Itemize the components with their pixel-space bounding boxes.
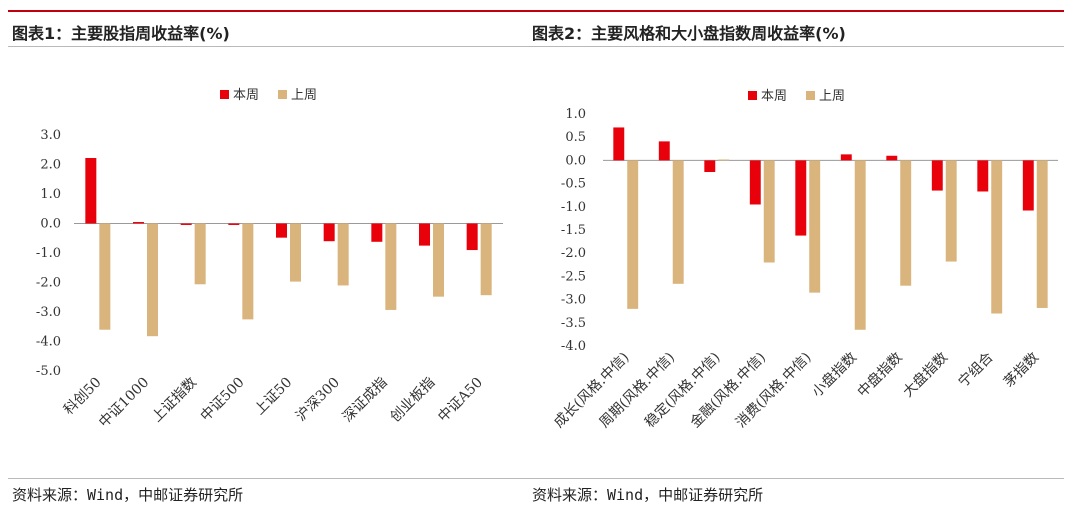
chart-panel-right: 图表2：主要风格和大小盘指数周收益率(%) 本周 上周 1.0 0.5 0.0 -0.5 -… <box>528 0 1064 512</box>
bar-this-week <box>228 223 240 225</box>
bar-this-week <box>371 223 383 242</box>
bar-last-week <box>385 223 397 310</box>
bar-this-week <box>1022 160 1034 211</box>
bar-last-week <box>433 223 444 297</box>
y-tick-label: -3.0 <box>36 305 61 320</box>
bar-chart-style-indices: 本周 上周 1.0 0.5 0.0 -0.5 -1.0 -1.5 -2.0 -2.5 -3.0 -3.… <box>551 89 1058 432</box>
x-tick-label: 科创50 <box>61 375 105 419</box>
x-tick-label: 中证500 <box>198 375 248 425</box>
bar-this-week <box>613 127 625 161</box>
bar-this-week <box>133 222 144 224</box>
bar-last-week <box>991 160 1003 314</box>
bar-this-week <box>419 223 430 246</box>
y-tick-label: -2.0 <box>561 246 586 261</box>
y-tick-label: -4.0 <box>561 339 586 354</box>
bar-last-week <box>337 223 349 286</box>
bar-last-week <box>147 223 158 337</box>
y-tick-label: -1.5 <box>561 223 586 238</box>
y-tick-label: 3.0 <box>40 128 61 143</box>
bottom-rule <box>528 478 1064 479</box>
top-rule <box>8 10 544 12</box>
source-note: 资料来源：Wind，中邮证券研究所 <box>532 486 764 504</box>
source-note: 资料来源：Wind，中邮证券研究所 <box>12 486 244 504</box>
bar-last-week <box>672 160 684 284</box>
y-tick-label: 2.0 <box>40 158 61 173</box>
chart-panel-left: 图表1：主要股指周收益率(%) 本周 上周 3.0 2.0 1.0 0.0 -1.0 -2.0… <box>8 0 544 512</box>
bar-last-week <box>809 160 821 293</box>
bar-this-week <box>977 160 989 192</box>
bar-last-week <box>242 223 254 320</box>
title-underline <box>8 46 544 47</box>
x-tick-label: 茅指数 <box>1001 350 1042 391</box>
legend-label: 本周 <box>233 88 259 103</box>
bar-this-week <box>749 160 761 205</box>
bar-last-week <box>718 159 730 161</box>
y-tick-label: 0.0 <box>565 153 586 168</box>
x-tick-label: 中证A50 <box>435 375 486 426</box>
bar-last-week <box>1036 160 1048 308</box>
bar-this-week <box>704 160 716 172</box>
y-tick-label: -3.5 <box>561 316 586 331</box>
x-tick-label: 成长(风格.中信) <box>551 350 633 432</box>
y-tick-label: -3.0 <box>561 293 586 308</box>
bar-last-week <box>945 160 957 262</box>
top-rule <box>528 10 1064 12</box>
y-tick-label: -4.0 <box>36 335 61 350</box>
x-tick-label: 上证50 <box>252 375 296 419</box>
chart-title: 图表2：主要风格和大小盘指数周收益率(%) <box>532 24 846 43</box>
y-tick-label: -0.5 <box>561 177 586 192</box>
bar-this-week <box>931 160 943 191</box>
y-tick-label: -1.0 <box>36 246 61 261</box>
y-tick-label: 1.0 <box>565 107 586 122</box>
bar-this-week <box>276 223 287 238</box>
y-tick-label: -2.5 <box>561 269 586 284</box>
bar-last-week <box>99 223 111 330</box>
y-tick-label: 0.0 <box>40 217 61 232</box>
bottom-rule <box>8 478 544 479</box>
bar-chart-major-indices: 本周 上周 3.0 2.0 1.0 0.0 -1.0 -2.0 -3.0 -4.0 -5.0科创50… <box>36 88 503 431</box>
x-tick-label: 深证成指 <box>340 375 391 426</box>
legend-label: 上周 <box>291 88 317 103</box>
bar-this-week <box>85 158 97 224</box>
bar-last-week <box>900 160 912 286</box>
bar-this-week <box>658 141 670 161</box>
bar-last-week <box>290 223 301 282</box>
title-underline <box>528 46 1064 47</box>
bar-last-week <box>627 160 639 309</box>
y-tick-label: 1.0 <box>40 187 61 202</box>
bar-this-week <box>840 154 852 161</box>
bar-this-week <box>886 155 898 161</box>
x-tick-label: 中证1000 <box>96 375 152 431</box>
bar-last-week <box>194 223 206 285</box>
bar-last-week <box>480 223 492 296</box>
legend-swatch <box>278 90 287 99</box>
legend-swatch <box>220 90 229 99</box>
bar-this-week <box>180 223 192 225</box>
legend-swatch <box>748 91 757 100</box>
chart-title: 图表1：主要股指周收益率(%) <box>12 24 230 43</box>
bar-this-week <box>323 223 335 242</box>
x-tick-label: 大盘指数 <box>899 349 951 401</box>
legend-swatch <box>806 91 815 100</box>
x-tick-label: 上证指数 <box>149 375 200 426</box>
legend-label: 上周 <box>819 89 845 104</box>
x-tick-label: 宁组合 <box>955 349 997 391</box>
x-tick-label: 中盘指数 <box>854 349 906 401</box>
y-tick-label: 0.5 <box>565 130 586 145</box>
legend-label: 本周 <box>761 89 787 104</box>
bar-this-week <box>795 160 807 236</box>
x-tick-label: 小盘指数 <box>808 349 860 401</box>
y-tick-label: -5.0 <box>36 364 61 379</box>
bar-last-week <box>854 160 866 330</box>
y-tick-label: -2.0 <box>36 276 61 291</box>
y-tick-label: -1.0 <box>561 200 586 215</box>
x-tick-label: 创业板指 <box>387 375 438 426</box>
x-tick-label: 沪深300 <box>293 375 343 425</box>
bar-last-week <box>763 160 775 263</box>
bar-this-week <box>466 223 478 251</box>
